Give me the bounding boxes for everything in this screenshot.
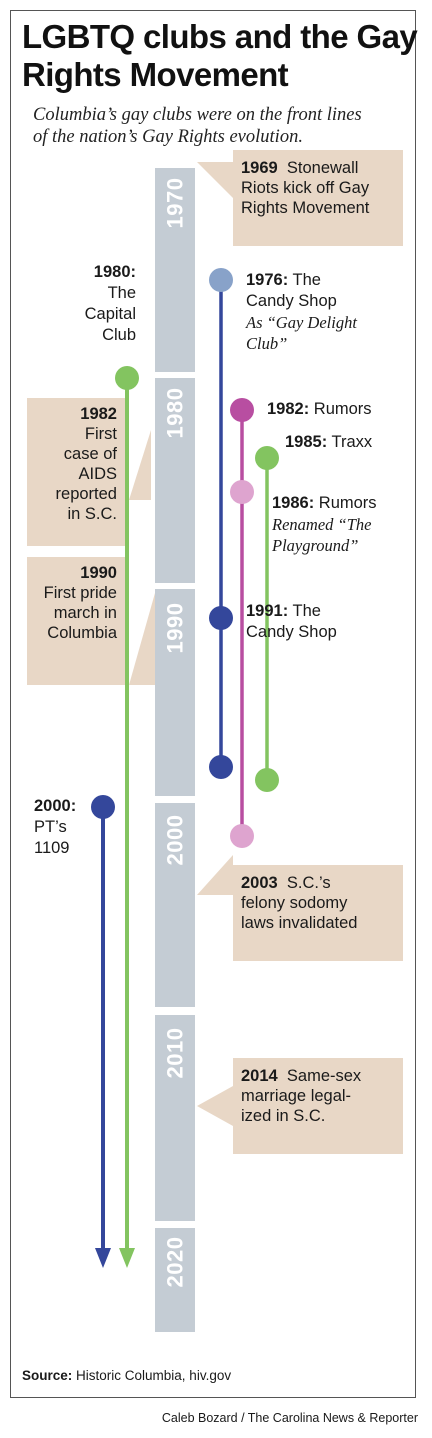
event-text: Rights Movement xyxy=(241,199,370,217)
event-box-1969: 1969 Stonewall Riots kick off Gay Rights… xyxy=(233,150,403,246)
event-year: 2003 xyxy=(241,874,278,892)
pts-1109-dot xyxy=(91,795,115,819)
source-line: Source: Historic Columbia, hiv.gov xyxy=(22,1368,231,1383)
event-text: Same-sex xyxy=(286,1067,362,1085)
rumors-1986-dot xyxy=(230,480,254,504)
event-text: S.C.’s xyxy=(286,874,331,892)
rumors-end-dot xyxy=(230,824,254,848)
candy-shop-end-dot xyxy=(209,755,233,779)
capital-club-dot xyxy=(115,366,139,390)
decade-bar-1980 xyxy=(155,378,195,583)
event-year: 1990 xyxy=(80,564,117,582)
event-year: 2014 xyxy=(241,1067,278,1085)
event-text: reported xyxy=(55,485,117,503)
event-text: case of xyxy=(63,445,117,463)
subtitle-line-2: of the nation’s Gay Rights evolution. xyxy=(33,127,303,147)
event-text: First pride xyxy=(43,584,117,602)
capital-club-arrowhead xyxy=(119,1248,135,1268)
club-label-pts-1109: 2000: PT’s 1109 xyxy=(34,797,77,857)
traxx-end-dot xyxy=(255,768,279,792)
pts-1109-arrowhead xyxy=(95,1248,111,1268)
event-pointer xyxy=(129,593,155,685)
event-pointer xyxy=(129,430,151,500)
event-pointer xyxy=(197,162,233,198)
event-text: Riots kick off Gay xyxy=(241,179,370,197)
event-text: Columbia xyxy=(47,624,117,642)
event-text: marriage legal- xyxy=(241,1087,352,1105)
candy-shop-1976-dot xyxy=(209,268,233,292)
event-text: felony sodomy xyxy=(241,894,348,912)
event-box-2014: 2014 Same-sex marriage legal- ized in S.… xyxy=(233,1058,403,1154)
decade-bar-1990 xyxy=(155,589,195,796)
subtitle-line-1: Columbia’s gay clubs were on the front l… xyxy=(33,105,362,125)
decade-bar-2000 xyxy=(155,803,195,1007)
page-title: LGBTQ clubs and the Gay Rights Movement xyxy=(22,18,418,93)
event-text: ized in S.C. xyxy=(241,1107,326,1125)
club-label-traxx-1985: 1985: Traxx xyxy=(285,433,373,451)
event-box-2003: 2003 S.C.’s felony sodomy laws invalidat… xyxy=(233,865,403,961)
club-label-rumors-1982: 1982: Rumors xyxy=(267,400,372,418)
event-text: Stonewall xyxy=(286,159,359,177)
event-text: AIDS xyxy=(78,465,117,483)
subtitle: Columbia’s gay clubs were on the front l… xyxy=(33,104,413,148)
club-label-candy-shop-1976: 1976: The Candy Shop As “Gay Delight Clu… xyxy=(246,271,357,353)
decade-bar-1970 xyxy=(155,168,195,372)
credit-line: Caleb Bozard / The Carolina News & Repor… xyxy=(161,1411,418,1425)
decade-bar-2020 xyxy=(155,1228,195,1332)
event-text: march in xyxy=(53,604,117,622)
candy-shop-1991-dot xyxy=(209,606,233,630)
event-text: First xyxy=(84,425,117,443)
club-label-rumors-1986: 1986: Rumors Renamed “The Playground” xyxy=(272,494,377,555)
event-box-1982: 1982 First case of AIDS reported in S.C. xyxy=(27,398,129,546)
event-year: 1969 xyxy=(241,159,278,177)
event-year: 1982 xyxy=(80,405,117,423)
rumors-1982-dot xyxy=(230,398,254,422)
decade-bar-2010 xyxy=(155,1015,195,1221)
club-label-capital-club: 1980: The Capital Club xyxy=(84,263,136,344)
event-text: in S.C. xyxy=(67,505,117,523)
club-label-candy-shop-1991: 1991: The Candy Shop xyxy=(246,602,337,641)
graphic-frame xyxy=(10,10,416,1398)
source-label: Source: xyxy=(22,1368,73,1383)
event-text: laws invalidated xyxy=(241,914,358,932)
event-pointer xyxy=(197,1086,233,1126)
traxx-1985-dot xyxy=(255,446,279,470)
event-pointer xyxy=(197,855,233,895)
event-box-1990: 1990 First pride march in Columbia xyxy=(27,557,129,685)
source-text: Historic Columbia, hiv.gov xyxy=(76,1368,232,1383)
